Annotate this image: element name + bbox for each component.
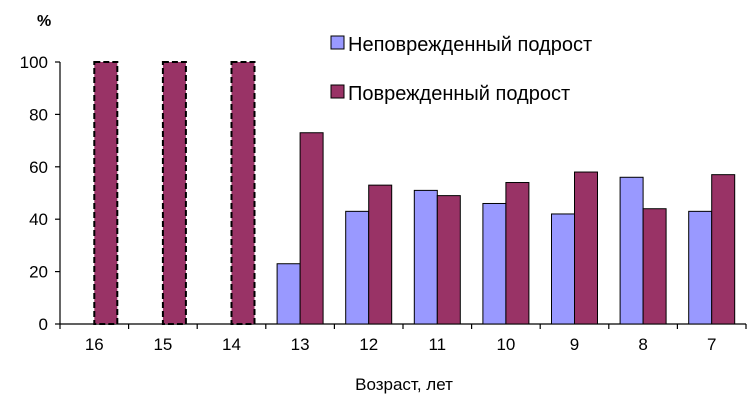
bar-undamaged — [413, 189, 438, 325]
y-tick-label: 80 — [29, 105, 48, 124]
bar-damaged — [505, 182, 530, 325]
bar-undamaged — [276, 263, 301, 325]
bar-undamaged — [482, 202, 507, 325]
bars — [93, 61, 736, 325]
y-tick-label: 40 — [29, 210, 48, 229]
x-axis-title: Возраст, лет — [355, 375, 453, 394]
bar-damaged — [711, 174, 736, 325]
legend: Неповрежденный подрост Поврежденный подро… — [330, 34, 592, 105]
bar-damaged — [642, 208, 667, 325]
bar-damaged — [368, 184, 393, 325]
bar-undamaged — [688, 210, 713, 325]
x-tick-label: 13 — [291, 335, 310, 354]
x-tick-label: 15 — [153, 335, 172, 354]
y-tick-label: 60 — [29, 158, 48, 177]
legend-swatch — [330, 35, 345, 50]
x-tick-label: 7 — [707, 335, 716, 354]
y-tick-label: 100 — [20, 53, 48, 72]
bar-damaged — [436, 195, 461, 325]
legend-swatch — [330, 84, 345, 99]
legend-label: Неповрежденный подрост — [348, 34, 592, 56]
y-tick-label: 20 — [29, 263, 48, 282]
x-tick-label: 11 — [428, 335, 446, 354]
x-tick-label: 16 — [85, 335, 104, 354]
bar-damaged — [574, 171, 598, 325]
bar-undamaged — [345, 210, 370, 325]
x-tick-label: 8 — [638, 335, 647, 354]
y-tick-label: 0 — [39, 315, 48, 334]
bar-damaged — [230, 61, 256, 325]
x-tick-label: 9 — [570, 335, 579, 354]
x-axis: 16 15 14 13 12 11 10 9 8 7 — [59, 323, 747, 354]
x-tick-label: 10 — [496, 335, 515, 354]
bar-damaged — [93, 61, 119, 325]
bar-undamaged — [619, 176, 644, 325]
y-axis-unit-label: % — [37, 13, 51, 30]
bar-damaged — [299, 132, 324, 325]
bar-undamaged — [551, 213, 575, 325]
x-tick-label: 14 — [222, 335, 241, 354]
x-tick-label: 12 — [359, 335, 378, 354]
y-axis: 0 20 40 60 80 100 — [20, 53, 61, 334]
legend-label: Поврежденный подрост — [348, 83, 570, 105]
bar-damaged — [161, 61, 187, 325]
